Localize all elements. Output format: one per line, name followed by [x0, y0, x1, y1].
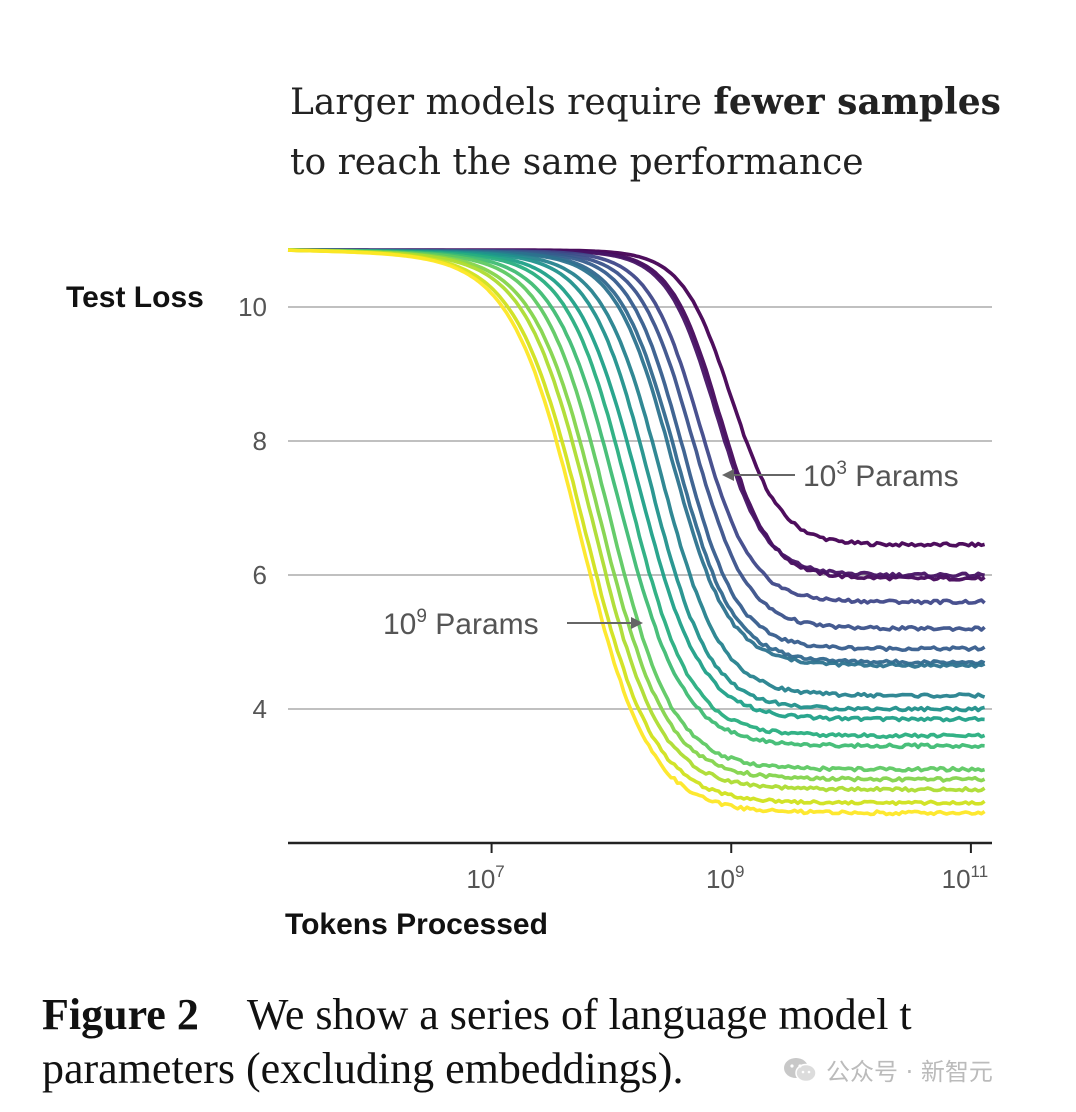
y-tick-label-8: 8 — [253, 426, 267, 456]
caption-text-2: parameters (excluding embeddings). — [42, 1044, 684, 1093]
figure-caption: Figure 2 We show a series of language mod… — [42, 988, 1076, 1096]
headline-line-1: Larger models require fewer samples — [290, 72, 1050, 133]
x-tick-label: 107 — [466, 862, 504, 894]
loss-curve — [288, 248, 986, 652]
headline-line-2: to reach the same performance — [290, 142, 864, 183]
y-tick-label-10: 10 — [238, 292, 267, 322]
arrowhead-small-model — [722, 469, 734, 481]
x-axis-title: Tokens Processed — [285, 908, 548, 941]
watermark-text: 公众号 · 新智元 — [826, 1058, 993, 1086]
headline-text: Larger models require — [290, 82, 714, 123]
headline-bold-text: fewer samples — [713, 81, 1001, 123]
chart-headline: Larger models require fewer samples to r… — [290, 72, 1050, 193]
test-loss-chart: 107 109 1011 4 6 8 10 Test Loss Tokens Proces… — [66, 248, 992, 941]
x-tick-label: 109 — [706, 862, 744, 894]
caption-figure-label: Figure 2 — [42, 990, 199, 1039]
y-ticks: 4 6 8 10 — [238, 292, 267, 724]
loss-curves — [287, 248, 986, 817]
caption-text-1: We show a series of language model t — [246, 990, 912, 1039]
annotation-small-model: 103 Params — [803, 458, 959, 493]
x-tick-label: 1011 — [942, 862, 989, 894]
watermark: 公众号 · 新智元 — [782, 1052, 993, 1087]
loss-curve — [288, 248, 986, 817]
caption-line-1: Figure 2 We show a series of language mod… — [42, 988, 1076, 1042]
annotations: 103 Params 109 Params — [383, 458, 959, 641]
y-tick-label-4: 4 — [253, 694, 267, 724]
annotation-large-model: 109 Params — [383, 606, 539, 641]
x-ticks: 107 109 1011 — [466, 843, 988, 894]
y-tick-label-6: 6 — [253, 560, 267, 590]
y-axis-title: Test Loss — [66, 281, 204, 314]
wechat-icon — [784, 1057, 817, 1082]
arrowhead-large-model — [631, 617, 643, 629]
